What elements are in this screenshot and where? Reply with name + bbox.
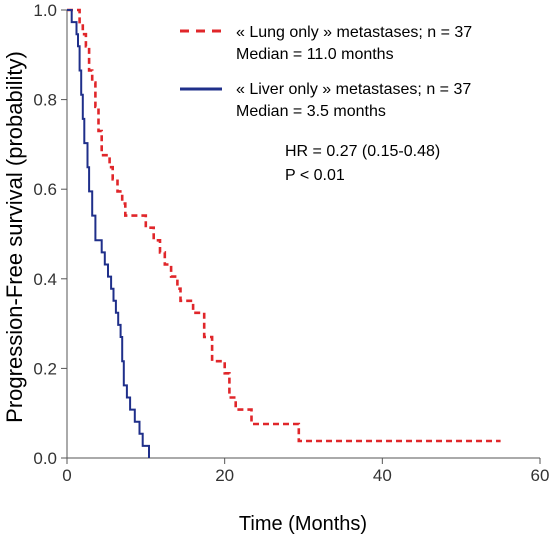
x-tick-group: 0 20 40 60	[62, 458, 549, 485]
hazard-ratio-text: HR = 0.27 (0.15-0.48)	[285, 143, 440, 160]
y-tick-group: 0.0 0.2 0.4 0.6 0.8 1.0	[33, 1, 67, 468]
y-tick-label: 0.6	[33, 180, 57, 199]
p-value-text: P < 0.01	[285, 167, 345, 184]
y-tick-label: 1.0	[33, 1, 57, 20]
legend: « Lung only » metastases; n = 37 Median …	[180, 24, 472, 120]
x-axis-title: Time (Months)	[239, 513, 367, 535]
x-tick-label: 60	[531, 466, 550, 485]
y-axis-title: Progression-Free survival (probability)	[2, 51, 27, 423]
legend-label-lung: « Lung only » metastases; n = 37	[236, 24, 472, 41]
legend-label-liver: « Liver only » metastases; n = 37	[236, 81, 471, 98]
y-tick-label: 0.8	[33, 91, 57, 110]
x-tick-label: 40	[373, 466, 392, 485]
x-tick-label: 0	[62, 466, 71, 485]
y-tick-label: 0.4	[33, 270, 57, 289]
legend-median-lung: Median = 11.0 months	[236, 46, 394, 63]
y-tick-label: 0.0	[33, 449, 57, 468]
y-tick-label: 0.2	[33, 359, 57, 378]
series-layer	[67, 8, 501, 458]
x-tick-label: 20	[215, 466, 234, 485]
series-line-0	[67, 8, 501, 443]
series-line-1	[67, 9, 150, 458]
legend-median-liver: Median = 3.5 months	[236, 103, 386, 120]
